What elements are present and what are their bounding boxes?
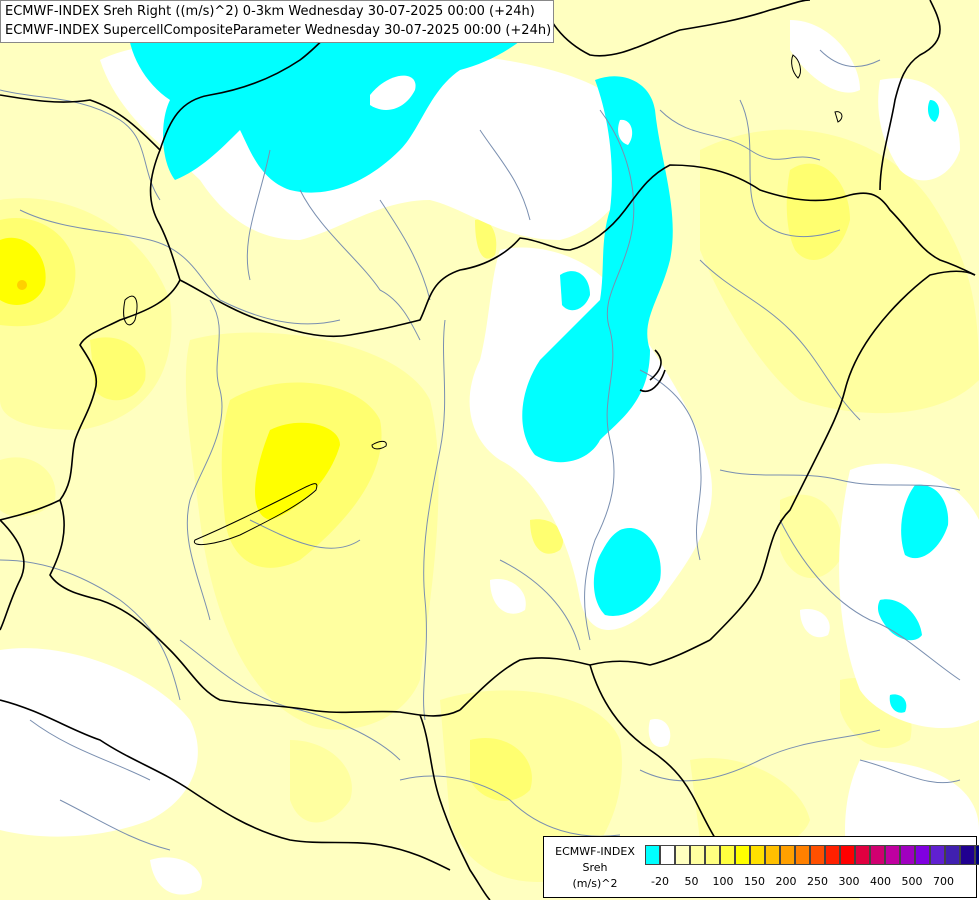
legend-swatch	[645, 845, 660, 865]
legend-source-label: ECMWF-INDEX	[555, 845, 635, 858]
legend-swatch	[750, 845, 765, 865]
legend-swatch	[855, 845, 870, 865]
legend-swatch	[945, 845, 960, 865]
legend-swatch	[930, 845, 945, 865]
white-holes	[370, 75, 633, 145]
legend-swatch	[885, 845, 900, 865]
legend-swatch	[870, 845, 885, 865]
rivers	[0, 49, 961, 851]
legend-swatch	[960, 845, 975, 865]
legend-tick-label: 700	[933, 875, 954, 888]
legend-tick-label: 300	[838, 875, 860, 888]
legend-swatch	[810, 845, 825, 865]
legend-swatch	[780, 845, 795, 865]
legend-swatch	[735, 845, 750, 865]
strong-yellow-zones	[0, 237, 340, 520]
legend-swatch	[915, 845, 930, 865]
orange-dot	[17, 280, 27, 290]
legend-swatch	[705, 845, 720, 865]
legend-tick-label: 150	[744, 875, 765, 888]
legend-swatch	[840, 845, 855, 865]
legend-tick-label: 250	[807, 875, 828, 888]
legend-tick-label: 500	[901, 875, 923, 888]
legend-swatches	[645, 845, 979, 865]
legend-swatch	[765, 845, 780, 865]
legend-swatch	[690, 845, 705, 865]
map-title-line-2: ECMWF-INDEX SupercellCompositeParameter …	[5, 23, 552, 38]
map-title-line-1: ECMWF-INDEX Sreh Right ((m/s)^2) 0-3km W…	[5, 4, 535, 19]
legend-tick-label: 400	[870, 875, 891, 888]
legend-tick-label: 200	[775, 875, 797, 888]
lakes	[123, 54, 843, 546]
legend-swatch	[900, 845, 915, 865]
legend-swatch	[795, 845, 810, 865]
legend-swatch	[975, 845, 979, 865]
legend-tick-label: 50	[684, 875, 699, 888]
legend-swatch	[660, 845, 675, 865]
legend-parameter-label: Sreh	[582, 861, 608, 874]
legend-swatch	[825, 845, 840, 865]
cyan-zones	[127, 0, 949, 713]
legend-swatch	[675, 845, 690, 865]
legend-unit-label: (m/s)^2	[572, 877, 618, 890]
legend-tick-label: -20	[651, 875, 669, 888]
color-legend: ECMWF-INDEX Sreh (m/s)^2 -20 50 100 150 200 2…	[543, 836, 979, 898]
legend-tick-label: 100	[712, 875, 734, 888]
legend-swatch	[720, 845, 735, 865]
map-title-box: ECMWF-INDEX Sreh Right ((m/s)^2) 0-3km W…	[0, 0, 554, 43]
